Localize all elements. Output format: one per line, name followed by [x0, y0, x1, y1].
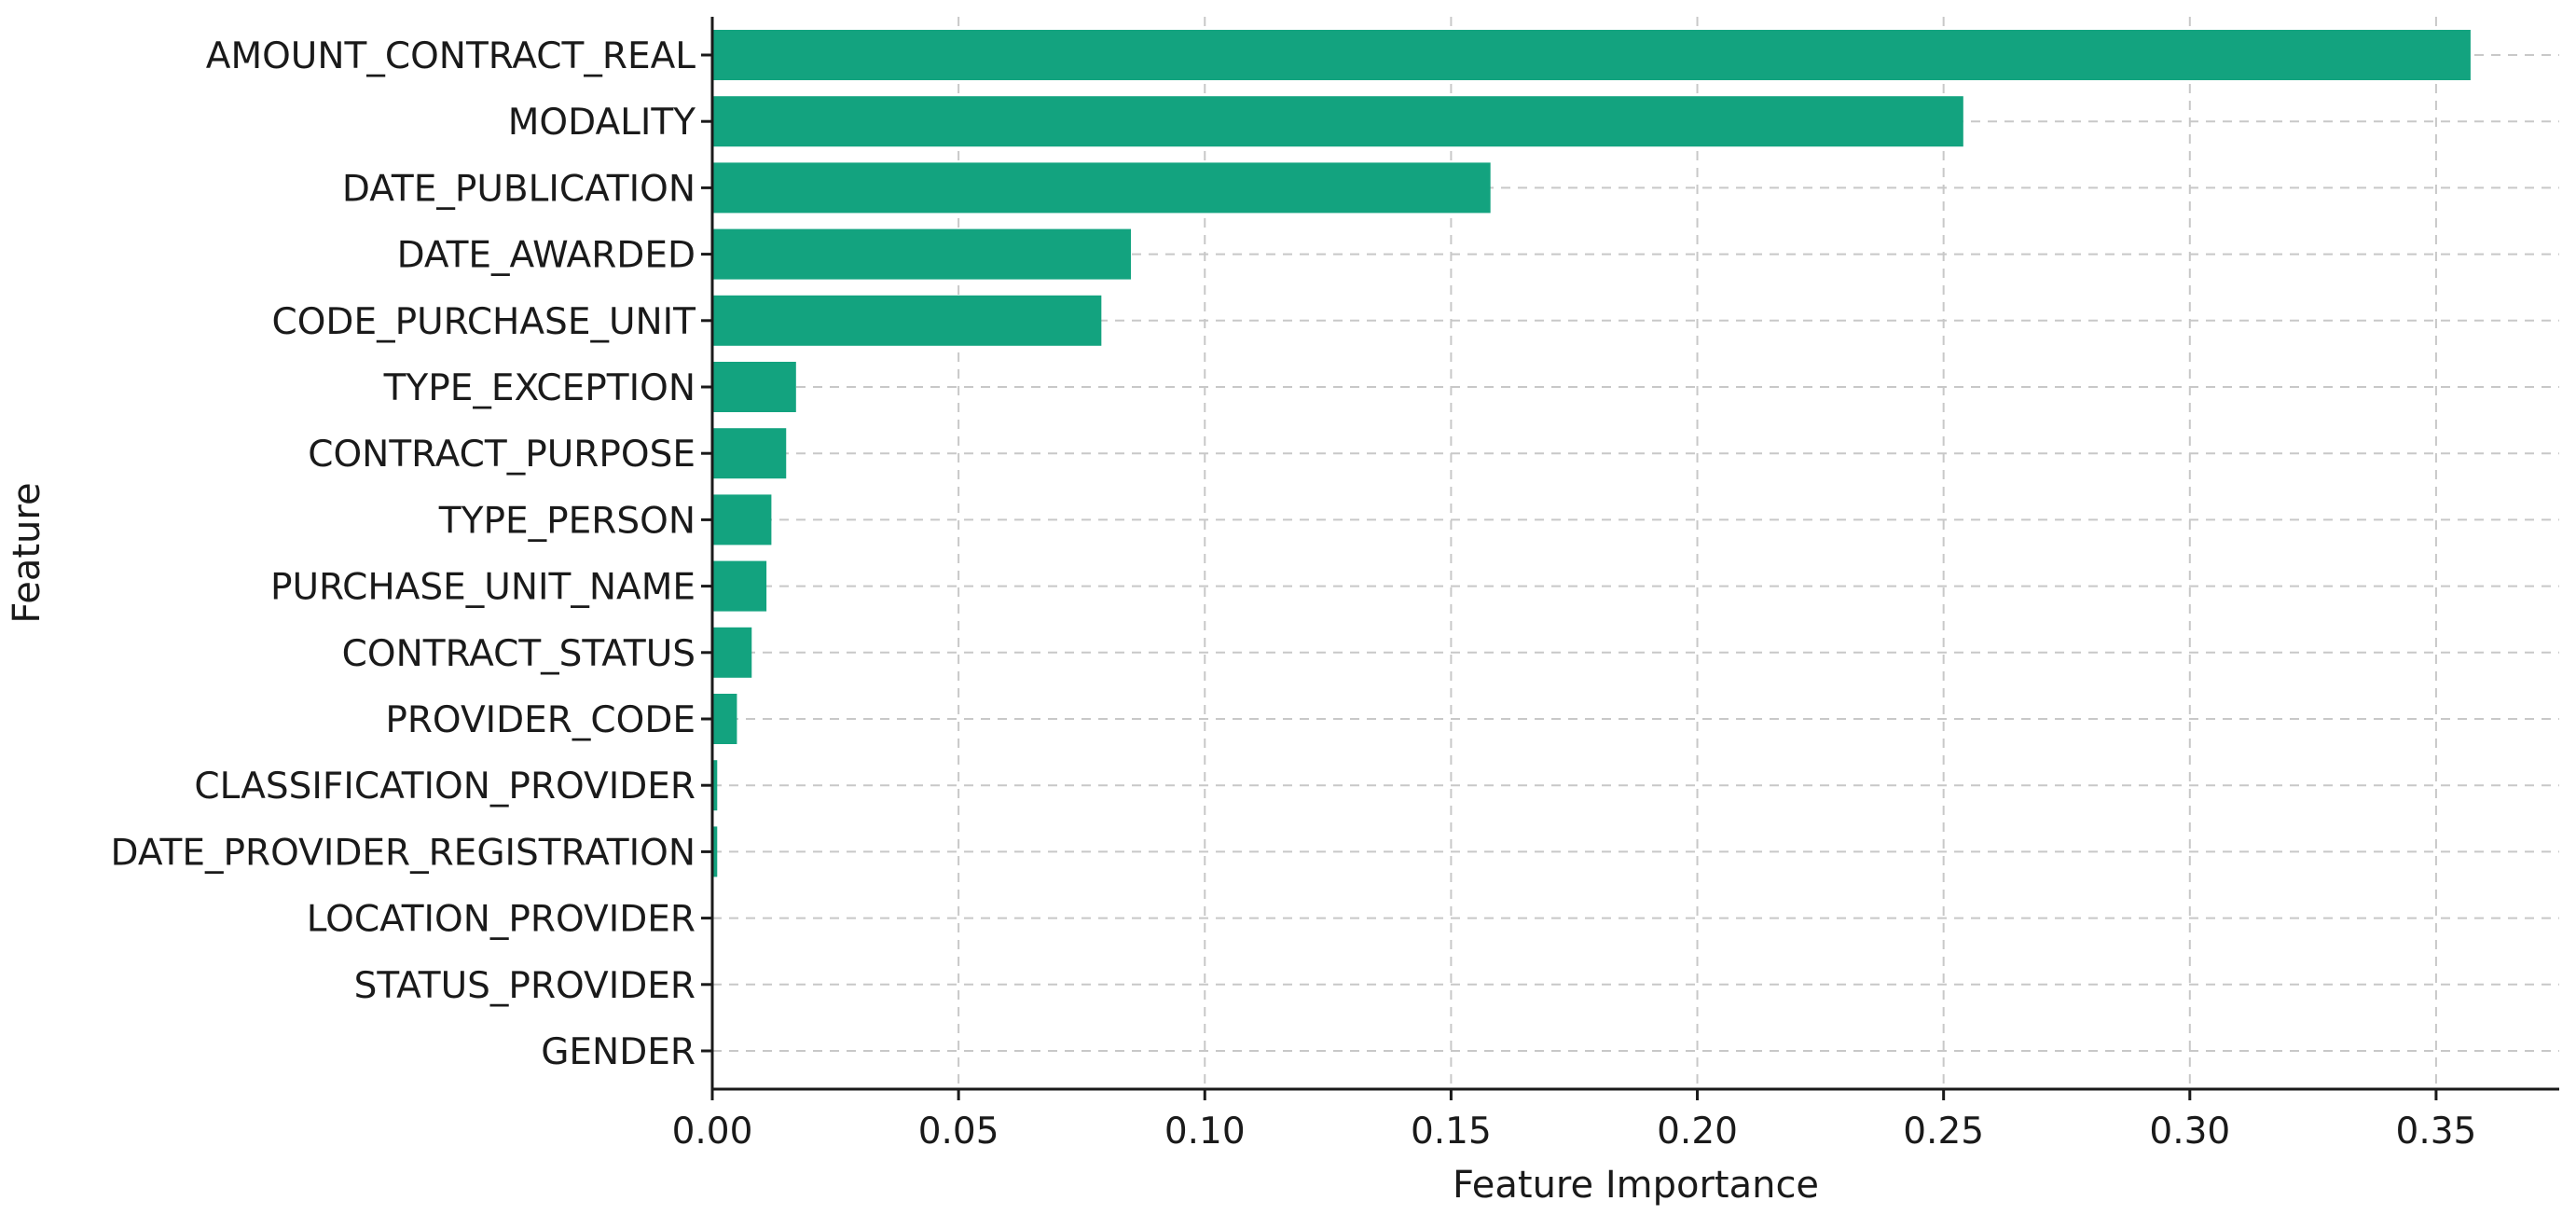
- category-label: LOCATION_PROVIDER: [307, 899, 696, 941]
- category-label: CONTRACT_STATUS: [342, 633, 696, 675]
- x-tick-label: 0.00: [672, 1111, 753, 1153]
- category-label: CLASSIFICATION_PROVIDER: [194, 766, 696, 808]
- bar-provider-code: [712, 694, 737, 744]
- bar-purchase-unit-name: [712, 560, 767, 612]
- bar-classification-provider: [712, 760, 718, 811]
- bar-code-purchase-unit: [712, 295, 1102, 346]
- category-label: STATUS_PROVIDER: [354, 965, 696, 1007]
- bar-type-person: [712, 494, 772, 545]
- bar-layer: [712, 30, 2471, 877]
- y-axis-title: Feature: [6, 482, 48, 623]
- x-tick-label: 0.35: [2396, 1111, 2477, 1153]
- category-label: DATE_PROVIDER_REGISTRATION: [111, 832, 696, 874]
- x-tick-label: 0.05: [918, 1111, 999, 1153]
- bar-date-provider-registration: [712, 826, 718, 877]
- bar-contract-purpose: [712, 428, 787, 479]
- category-label: DATE_PUBLICATION: [342, 168, 696, 210]
- category-label: TYPE_EXCEPTION: [383, 367, 696, 409]
- category-label: GENDER: [541, 1031, 696, 1073]
- bar-amount-contract-real: [712, 30, 2471, 80]
- category-label: PURCHASE_UNIT_NAME: [270, 567, 696, 609]
- x-tick-label: 0.10: [1164, 1111, 1246, 1153]
- category-label: PROVIDER_CODE: [385, 699, 696, 741]
- x-tick-label: 0.20: [1657, 1111, 1738, 1153]
- bar-date-awarded: [712, 228, 1132, 280]
- x-tick-label: 0.15: [1411, 1111, 1492, 1153]
- x-tick-label: 0.25: [1903, 1111, 1984, 1153]
- axis-layer: [710, 17, 2559, 1091]
- category-label: TYPE_PERSON: [438, 500, 696, 542]
- label-layer: 0.00 0.05 0.10 0.15 0.20 0.25 0.30 0.35 AMOUNT_C…: [111, 35, 2477, 1153]
- bar-contract-status: [712, 627, 752, 678]
- x-axis-title: Feature Importance: [1453, 1164, 1819, 1207]
- category-label: AMOUNT_CONTRACT_REAL: [206, 35, 696, 77]
- bar-date-publication: [712, 162, 1491, 214]
- category-label: CONTRACT_PURPOSE: [308, 434, 696, 476]
- category-label: CODE_PURCHASE_UNIT: [272, 301, 696, 343]
- category-label: DATE_AWARDED: [397, 235, 696, 277]
- bar-modality: [712, 96, 1963, 147]
- x-tick-label: 0.30: [2149, 1111, 2230, 1153]
- bar-type-exception: [712, 362, 796, 412]
- category-label: MODALITY: [508, 102, 696, 144]
